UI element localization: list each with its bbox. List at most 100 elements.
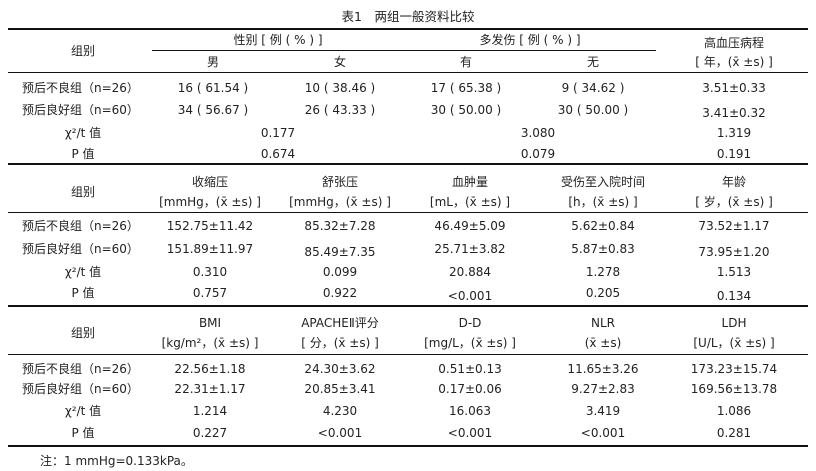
- col-header-unit: [ 年，(x̄ ±s) ]: [695, 55, 773, 69]
- group-underline: [152, 50, 656, 51]
- row-header: 组别: [70, 326, 96, 340]
- table-cell: 预后不良组（n=26）: [22, 219, 139, 233]
- table-cell: 73.52±1.17: [698, 219, 770, 233]
- col-header: APACHEⅡ评分: [301, 316, 379, 330]
- col-header: 女: [333, 55, 347, 69]
- col-header: D-D: [458, 316, 482, 330]
- col-header: BMI: [198, 316, 222, 330]
- table-cell: 73.95±1.20: [698, 245, 770, 259]
- table-cell: P 值: [71, 147, 95, 161]
- table-cell: 30 ( 50.00 ): [430, 103, 502, 117]
- table-cell: 30 ( 50.00 ): [557, 103, 629, 117]
- header-rule: [8, 354, 808, 355]
- col-header-unit: [U/L，(x̄ ±s) ]: [693, 336, 775, 350]
- table-cell: χ²/t 值: [64, 404, 102, 418]
- col-header: 年龄: [721, 175, 747, 189]
- table-cell: 0.674: [260, 147, 296, 161]
- table-cell: P 值: [71, 286, 95, 300]
- table-cell: χ²/t 值: [64, 126, 102, 140]
- table-cell: 1.513: [716, 265, 752, 279]
- section-divider: [8, 163, 808, 165]
- col-header-unit: (x̄ ±s): [584, 336, 622, 350]
- table-cell: 0.099: [322, 265, 358, 279]
- col-header: 有: [459, 55, 473, 69]
- table-cell: χ²/t 值: [64, 265, 102, 279]
- table-cell: 20.85±3.41: [304, 382, 376, 396]
- table-cell: 25.71±3.82: [434, 242, 506, 256]
- table-cell: 预后良好组（n=60）: [22, 382, 139, 396]
- col-header: 舒张压: [321, 175, 359, 189]
- table-cell: <0.001: [580, 426, 626, 440]
- table-cell: 4.230: [322, 404, 358, 418]
- table-cell: 152.75±11.42: [166, 219, 254, 233]
- table-cell: 11.65±3.26: [567, 362, 639, 376]
- table-cell: 5.62±0.84: [571, 219, 635, 233]
- table-cell: 22.56±1.18: [174, 362, 246, 376]
- table-cell: 0.205: [585, 286, 621, 300]
- table-cell: 20.884: [449, 265, 491, 279]
- bottom-rule: [8, 445, 808, 447]
- header-rule: [8, 72, 808, 73]
- table-cell: 0.134: [716, 289, 752, 303]
- table-cell: 3.419: [585, 404, 621, 418]
- footnote: 注：1 mmHg=0.133kPa。: [40, 454, 193, 468]
- col-header-unit: [mmHg，(x̄ ±s) ]: [289, 195, 391, 209]
- table-cell: 151.89±11.97: [166, 242, 254, 256]
- group-header-sex: 性别 [ 例 ( % ) ]: [233, 33, 323, 47]
- table-cell: 3.080: [520, 126, 556, 140]
- group-header-multiple-injury: 多发伤 [ 例 ( % ) ]: [479, 33, 581, 47]
- table-cell: 22.31±1.17: [174, 382, 246, 396]
- table-cell: 1.086: [716, 404, 752, 418]
- table-cell: 169.56±13.78: [690, 382, 778, 396]
- col-header: 无: [586, 55, 600, 69]
- col-header: NLR: [591, 316, 615, 330]
- row-header: 组别: [70, 44, 96, 58]
- col-header: 高血压病程: [703, 36, 765, 50]
- row-header: 组别: [70, 185, 96, 199]
- table-cell: 1.214: [192, 404, 228, 418]
- table-cell: 预后不良组（n=26）: [22, 81, 139, 95]
- table-cell: 46.49±5.09: [434, 219, 506, 233]
- table-cell: 1.319: [716, 126, 752, 140]
- table-cell: 0.922: [322, 286, 358, 300]
- col-header: 受伤至入院时间: [560, 175, 646, 189]
- col-header-unit: [ 分，(x̄ ±s) ]: [301, 336, 379, 350]
- table-cell: 10 ( 38.46 ): [304, 81, 376, 95]
- table-cell: 9 ( 34.62 ): [561, 81, 625, 95]
- table-cell: 34 ( 56.67 ): [177, 103, 249, 117]
- table-cell: 3.41±0.32: [702, 106, 766, 120]
- col-header-unit: [ 岁，(x̄ ±s) ]: [695, 195, 773, 209]
- table-cell: 0.757: [192, 286, 228, 300]
- table-cell: 3.51±0.33: [702, 81, 766, 95]
- table-cell: 85.32±7.28: [304, 219, 376, 233]
- table-cell: 16.063: [449, 404, 491, 418]
- col-header: 收缩压: [191, 175, 229, 189]
- section-divider: [8, 305, 808, 307]
- col-header: LDH: [721, 316, 747, 330]
- header-rule: [8, 212, 808, 213]
- table-cell: 0.191: [716, 147, 752, 161]
- table-cell: 0.079: [520, 147, 556, 161]
- table-title: 表1 两组一般资料比较: [341, 9, 475, 24]
- table-cell: 0.310: [192, 265, 228, 279]
- table-cell: 26 ( 43.33 ): [304, 103, 376, 117]
- table-cell: 1.278: [585, 265, 621, 279]
- top-rule: [8, 28, 808, 30]
- table-cell: 0.281: [716, 426, 752, 440]
- table-cell: 173.23±15.74: [690, 362, 778, 376]
- table-cell: 16 ( 61.54 ): [177, 81, 249, 95]
- table-cell: 0.227: [192, 426, 228, 440]
- table-cell: 9.27±2.83: [571, 382, 635, 396]
- col-header-unit: [kg/m²，(x̄ ±s) ]: [161, 336, 259, 350]
- table-cell: 0.17±0.06: [438, 382, 502, 396]
- table-cell: <0.001: [447, 289, 493, 303]
- table-cell: 预后不良组（n=26）: [22, 362, 139, 376]
- table-cell: 0.177: [260, 126, 296, 140]
- table-cell: 0.51±0.13: [438, 362, 502, 376]
- col-header-unit: [mL，(x̄ ±s) ]: [429, 195, 511, 209]
- table-cell: 5.87±0.83: [571, 242, 635, 256]
- col-header: 血肿量: [451, 175, 489, 189]
- table-cell: <0.001: [447, 426, 493, 440]
- col-header-unit: [mg/L，(x̄ ±s) ]: [424, 336, 516, 350]
- table-cell: 24.30±3.62: [304, 362, 376, 376]
